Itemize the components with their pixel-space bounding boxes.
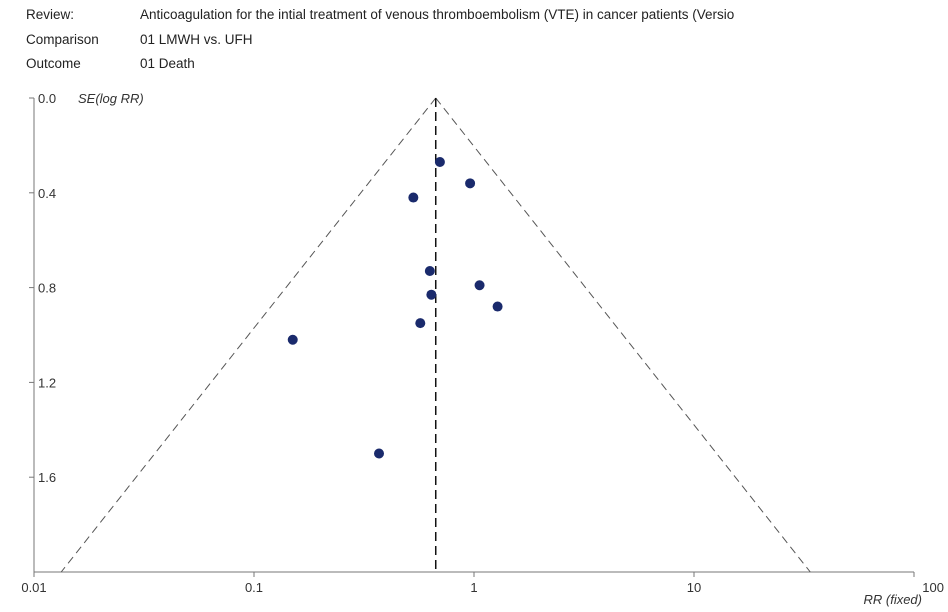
y-tick-label: 0.8: [38, 281, 56, 296]
y-tick-label: 0.4: [38, 186, 56, 201]
study-point: [434, 156, 445, 167]
x-tick-label: 10: [687, 580, 701, 595]
outcome-label: Outcome: [26, 56, 81, 71]
axes: [29, 97, 915, 577]
study-point: [408, 192, 419, 203]
study-point: [287, 334, 298, 345]
study-point: [424, 266, 435, 277]
y-axis-title: SE(log RR): [78, 91, 144, 106]
study-point: [415, 318, 426, 329]
plot-header: Review: Anticoagulation for the intial t…: [0, 0, 948, 80]
study-point: [465, 178, 476, 189]
study-point: [426, 289, 437, 300]
x-tick-label: 100: [922, 580, 944, 595]
comparison-row: Comparison 01 LMWH vs. UFH: [0, 29, 948, 51]
funnel-left-limit: [60, 97, 437, 573]
study-point: [474, 280, 485, 291]
comparison-value: 01 LMWH vs. UFH: [140, 32, 253, 47]
funnel-lines: [60, 97, 811, 573]
tick-labels: 0.01 0.1 1 10 100 0.0 0.4 0.8 1.2 1.6: [21, 91, 944, 595]
outcome-row: Outcome 01 Death: [0, 53, 948, 75]
review-label: Review:: [26, 7, 75, 22]
x-axis-title: RR (fixed): [863, 592, 922, 607]
funnel-right-limit: [435, 97, 811, 573]
study-point: [492, 301, 503, 312]
review-value: Anticoagulation for the intial treatment…: [140, 7, 735, 22]
data-points: [287, 156, 503, 459]
outcome-value: 01 Death: [140, 56, 195, 71]
x-tick-label: 0.01: [21, 580, 46, 595]
review-row: Review: Anticoagulation for the intial t…: [0, 4, 948, 26]
x-tick-label: 1: [470, 580, 477, 595]
y-tick-label: 1.6: [38, 470, 56, 485]
x-tick-label: 0.1: [245, 580, 263, 595]
y-tick-label: 1.2: [38, 375, 56, 390]
y-tick-label: 0.0: [38, 91, 56, 106]
study-point: [374, 448, 385, 459]
comparison-label: Comparison: [26, 32, 99, 47]
